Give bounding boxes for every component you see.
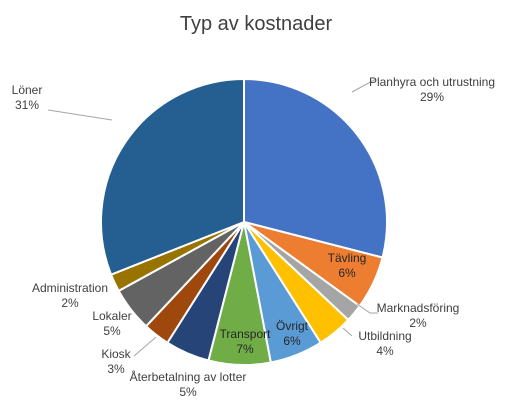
slice-name-label: Övrigt [276, 319, 309, 333]
data-label-aterbetalning-av-lotter: Återbetalning av lotter 5% [130, 369, 247, 399]
data-label-transport: Transport 7% [220, 327, 272, 356]
slice-percent-label: 29% [420, 90, 444, 104]
slice-name-label: Löner [12, 83, 43, 97]
slice-name-label: Transport [220, 327, 272, 341]
data-labels: Planhyra och utrustning 29%Tävling 6%Markn… [12, 75, 495, 399]
slice-percent-label: 2% [61, 296, 79, 310]
leader-lines [47, 78, 378, 357]
leader-line-kiosk [133, 336, 157, 357]
pie-slices [100, 77, 388, 367]
slice-percent-label: 6% [283, 334, 301, 348]
slice-name-label: Marknadsföring [377, 301, 460, 315]
pie-slice-loner [100, 77, 245, 276]
slice-name-label: Utbildning [358, 329, 411, 343]
pie-slice-planhyra-och-utrustning [243, 77, 388, 259]
slice-name-label: Lokaler [92, 309, 131, 323]
slice-name-label: Administration [32, 281, 108, 295]
slice-percent-label: 7% [236, 342, 254, 356]
chart-title: Typ av kostnader [180, 13, 333, 35]
slice-percent-label: 3% [107, 362, 125, 376]
slice-percent-label: 4% [376, 344, 394, 358]
slice-percent-label: 6% [338, 266, 356, 280]
data-label-kiosk: Kiosk 3% [101, 347, 131, 376]
slice-percent-label: 2% [409, 316, 427, 330]
data-label-planhyra-och-utrustning: Planhyra och utrustning 29% [369, 75, 495, 104]
slice-name-label: Återbetalning av lotter [130, 369, 247, 384]
data-label-loner: Löner 31% [12, 83, 43, 112]
data-label-marknadsforing: Marknadsföring 2% [377, 301, 460, 330]
slice-percent-label: 31% [15, 98, 39, 112]
leader-line-planhyra-och-utrustning [351, 78, 377, 93]
data-label-administration: Administration 2% [32, 281, 108, 310]
slice-percent-label: 5% [179, 385, 197, 399]
slice-name-label: Kiosk [101, 347, 131, 361]
data-label-ovrigt: Övrigt 6% [276, 319, 309, 348]
slice-name-label: Tävling [328, 251, 367, 265]
leader-line-utbildning [342, 327, 353, 337]
data-label-lokaler: Lokaler 5% [92, 309, 131, 338]
slice-percent-label: 5% [103, 324, 121, 338]
data-label-tavling: Tävling 6% [328, 251, 367, 280]
slice-name-label: Planhyra och utrustning [369, 75, 495, 89]
leader-line-marknadsforing [356, 303, 378, 314]
leader-line-loner [47, 109, 113, 121]
data-label-utbildning: Utbildning 4% [358, 329, 411, 358]
